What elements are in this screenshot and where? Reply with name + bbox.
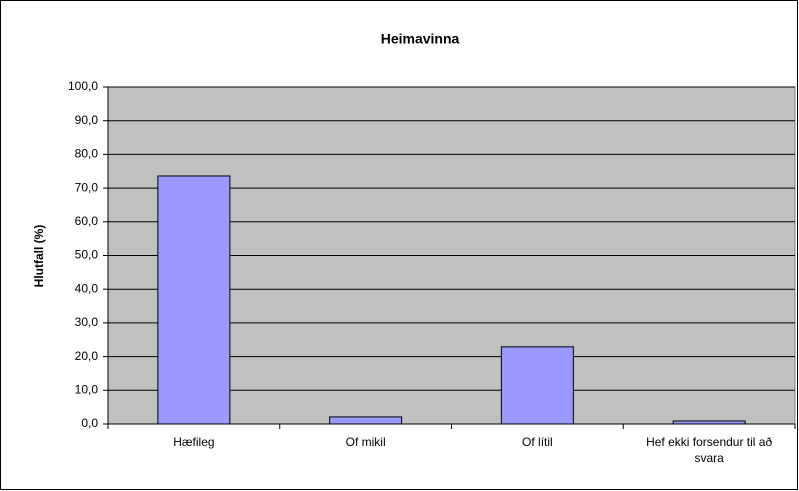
y-tick-label: 100,0 [68,79,98,93]
y-tick-label: 20,0 [75,349,99,363]
x-tick-label: Hæfileg [173,435,215,449]
y-axis-label: Hlutfall (%) [32,225,46,288]
y-tick-label: 40,0 [75,281,99,295]
y-tick-label: 50,0 [75,248,99,262]
y-tick-label: 30,0 [75,315,99,329]
bar [672,420,746,425]
x-label-box: Hef ekki forsendur til að svara [646,435,773,465]
y-tick-label: 80,0 [75,147,99,161]
y-tick-label: 10,0 [75,382,99,396]
bar [157,175,231,425]
x-label-box: Hæfileg [173,435,215,449]
y-tick-label: 90,0 [75,113,99,127]
x-tick-label: Of lítil [522,435,553,449]
x-label-box: Of lítil [522,435,553,449]
bar [500,346,574,425]
chart-title: Heimavinna [381,31,460,47]
y-tick-label: 0,0 [81,416,98,430]
y-tick-label: 70,0 [75,180,99,194]
x-tick-label: Hef ekki forsendur til að svara [646,435,773,465]
y-tick-label: 60,0 [75,214,99,228]
x-label-box: Of mikil [345,435,386,449]
bar [329,416,403,425]
x-tick-label: Of mikil [345,435,386,449]
